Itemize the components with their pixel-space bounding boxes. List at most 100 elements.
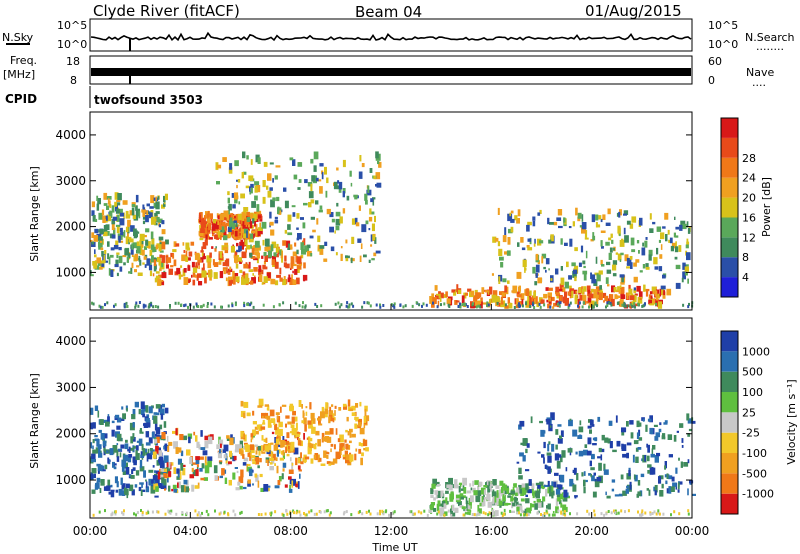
echo-cell (516, 461, 520, 464)
echo-cell (481, 287, 485, 294)
echo-cell (113, 227, 116, 236)
echo-cell (434, 285, 438, 291)
echo-cell (188, 251, 193, 257)
ground-scatter-cell (361, 305, 364, 309)
ground-scatter-cell (615, 512, 618, 516)
ground-scatter-cell (281, 512, 284, 516)
echo-cell (130, 267, 133, 274)
echo-cell (275, 438, 280, 444)
ground-scatter-cell (157, 510, 160, 514)
echo-cell (677, 482, 680, 490)
echo-cell (508, 228, 513, 234)
ground-scatter-cell (329, 511, 332, 515)
echo-cell (473, 490, 478, 496)
echo-cell (102, 440, 107, 447)
ground-scatter-cell (338, 305, 341, 309)
echo-cell (183, 268, 187, 273)
echo-cell (141, 242, 144, 247)
echo-cell (525, 498, 530, 504)
echo-cell (203, 477, 208, 481)
echo-cell (248, 175, 254, 181)
echo-cell (296, 213, 300, 219)
echo-cell (498, 276, 501, 284)
ground-scatter-cell (417, 510, 420, 514)
ground-scatter-cell (658, 512, 661, 516)
echo-cell (658, 266, 663, 272)
echo-cell (195, 469, 199, 477)
echo-cell (346, 195, 350, 201)
ground-scatter-cell (320, 304, 323, 308)
echo-cell (218, 231, 221, 235)
echo-cell (155, 479, 160, 485)
echo-cell (560, 277, 565, 286)
echo-cell (138, 255, 141, 262)
echo-cell (143, 470, 146, 478)
echo-cell (126, 407, 128, 412)
echo-cell (297, 465, 301, 470)
echo-cell (478, 481, 482, 487)
ground-scatter-cell (479, 305, 482, 309)
power-colorbar-label: Power [dB] (760, 177, 773, 237)
echo-cell (130, 475, 135, 479)
echo-cell (587, 437, 592, 445)
echo-cell (150, 486, 156, 494)
echo-cell (611, 479, 616, 483)
echo-cell (252, 218, 255, 224)
echo-cell (349, 430, 352, 438)
echo-cell (592, 443, 597, 446)
echo-cell (130, 447, 134, 451)
echo-cell (569, 418, 572, 421)
echo-cell (280, 406, 282, 413)
echo-cell (297, 162, 303, 167)
echo-cell (176, 476, 181, 480)
ground-scatter-cell (98, 304, 101, 308)
echo-cell (211, 246, 214, 249)
echo-cell (156, 436, 160, 443)
echo-cell (328, 410, 334, 419)
echo-cell (238, 201, 241, 205)
echo-cell (159, 254, 163, 258)
echo-cell (239, 269, 243, 273)
ground-scatter-cell (345, 510, 348, 514)
echo-cell (364, 193, 368, 201)
echo-cell (194, 274, 197, 278)
echo-cell (234, 216, 236, 219)
echo-cell (483, 492, 485, 501)
echo-cell (489, 486, 492, 492)
echo-cell (648, 299, 652, 305)
echo-cell (282, 450, 285, 456)
echo-cell (583, 265, 586, 269)
echo-cell (139, 482, 144, 485)
echo-cell (549, 492, 554, 497)
echo-cell (533, 291, 536, 298)
echo-cell (372, 234, 376, 241)
echo-cell (236, 226, 239, 232)
echo-cell (331, 218, 335, 223)
ground-scatter-cell (384, 510, 387, 514)
ground-scatter-cell (314, 302, 317, 306)
echo-cell (148, 406, 153, 414)
ground-scatter-cell (563, 510, 566, 513)
echo-cell (153, 259, 157, 267)
echo-cell (142, 489, 146, 492)
echo-cell (492, 489, 495, 496)
echo-cell (491, 294, 497, 303)
ground-scatter-cell (113, 304, 115, 308)
echo-cell (518, 285, 521, 292)
echo-cell (161, 403, 165, 408)
ground-scatter-cell (662, 512, 665, 516)
ground-scatter-cell (651, 512, 654, 515)
echo-cell (240, 400, 244, 407)
echo-cell (319, 247, 324, 255)
echo-cell (243, 486, 247, 490)
echo-cell (358, 442, 362, 446)
echo-cell (541, 256, 544, 264)
echo-cell (106, 214, 111, 222)
ground-scatter-cell (325, 509, 328, 513)
echo-cell (555, 300, 559, 304)
echo-cell (203, 263, 205, 270)
ground-scatter-cell (670, 513, 672, 517)
echo-cell (122, 490, 126, 496)
ground-scatter-cell (569, 301, 572, 305)
echo-cell (326, 177, 329, 184)
